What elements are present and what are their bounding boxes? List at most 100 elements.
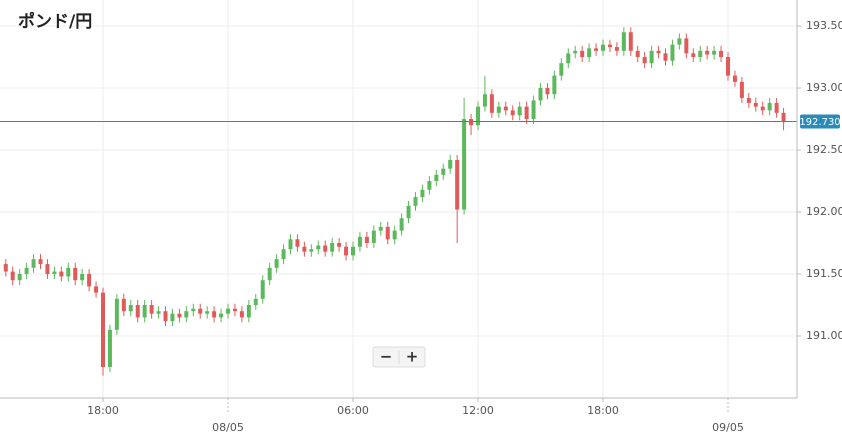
candle-body: [239, 311, 244, 318]
candle-body: [114, 298, 119, 330]
candle-body: [260, 280, 265, 299]
candle-body: [719, 50, 724, 58]
candle-body: [434, 174, 439, 182]
candle-body: [462, 119, 467, 210]
candle-body: [253, 298, 258, 306]
candle-body: [73, 267, 78, 281]
candle-body: [198, 308, 203, 314]
x-tick-label: 18:00: [87, 404, 119, 417]
candle-body: [746, 97, 751, 103]
candle-body: [107, 329, 112, 368]
candle-body: [753, 102, 758, 107]
candle-body: [406, 205, 411, 219]
candle-body: [684, 38, 689, 54]
candle-body: [288, 239, 293, 250]
candle-body: [66, 267, 71, 277]
zoom-out-button[interactable]: −: [380, 348, 393, 366]
x-tick-label: 18:00: [587, 404, 619, 417]
y-tick-label: 192.500: [806, 143, 842, 156]
candle-body: [649, 50, 654, 64]
candle-body: [413, 197, 418, 206]
candle-body: [309, 249, 314, 252]
candle-body: [524, 106, 529, 120]
x-tick-label: 08/05: [212, 421, 244, 434]
candle-body: [635, 50, 640, 58]
candle-body: [149, 305, 154, 314]
current-price-badge: [800, 114, 840, 129]
candle-body: [17, 274, 22, 281]
zoom-in-button[interactable]: +: [406, 348, 419, 366]
candle-body: [642, 57, 647, 64]
candle-body: [94, 286, 99, 293]
x-tick-label: 09/05: [712, 421, 744, 434]
candle-body: [281, 249, 286, 260]
candle-body: [344, 246, 349, 256]
candle-body: [191, 308, 196, 312]
candle-body: [295, 239, 300, 247]
candle-body: [726, 57, 730, 76]
candle-body: [705, 50, 710, 55]
candle-body: [226, 308, 230, 314]
x-tick-label: 06:00: [337, 404, 369, 417]
axes: 191.000 191.500 192.000 192.500 193.000 193.5…: [87, 19, 842, 434]
candle-body: [364, 236, 369, 244]
candle-body: [559, 63, 564, 76]
candle-body: [531, 100, 536, 120]
candle-body: [503, 106, 508, 111]
y-tick-label: 191.000: [806, 329, 842, 342]
chart-title: ポンド/円: [18, 11, 92, 32]
candle-body: [732, 75, 737, 82]
candle-body: [59, 271, 64, 277]
candle-body: [45, 264, 50, 275]
candle-body: [594, 48, 599, 51]
candle-body: [628, 32, 633, 51]
candle-body: [392, 230, 397, 240]
candle-body: [489, 94, 494, 113]
candle-body: [246, 305, 251, 318]
zoom-controls: − +: [372, 346, 426, 368]
candle-body: [142, 305, 147, 318]
candle-body: [232, 308, 237, 312]
candle-body: [38, 259, 43, 265]
candle-body: [739, 81, 744, 98]
candle-body: [267, 267, 272, 281]
candle-body: [330, 243, 335, 252]
candle-body: [80, 274, 85, 281]
candle-body: [712, 50, 717, 55]
current-price-label: 192.730: [799, 117, 840, 128]
candle-body: [469, 119, 474, 126]
candle-body: [656, 50, 661, 54]
candle-body: [601, 44, 605, 51]
candle-body: [614, 47, 619, 51]
candle-body: [476, 106, 480, 126]
candle-body: [677, 38, 682, 45]
candle-body: [128, 305, 133, 312]
candle-body: [177, 313, 182, 318]
candle-body: [566, 53, 571, 64]
candle-body: [663, 53, 668, 61]
candle-body: [163, 311, 168, 322]
candle-body: [587, 48, 592, 58]
candle-body: [378, 226, 383, 231]
candle-body: [670, 44, 675, 61]
x-tick-label: 12:00: [462, 404, 494, 417]
candle-body: [351, 246, 355, 256]
candle-body: [121, 298, 126, 312]
candle-body: [691, 53, 696, 58]
candle-body: [538, 88, 543, 101]
candle-body: [545, 88, 550, 95]
candle-body: [337, 243, 342, 247]
candle-body: [774, 102, 779, 113]
candle-body: [455, 159, 460, 210]
candle-body: [399, 218, 404, 231]
candle-body: [24, 267, 29, 275]
candle-body: [274, 259, 279, 268]
candle-body: [448, 159, 453, 169]
candle-body: [698, 50, 703, 58]
candle-body: [580, 50, 585, 58]
candle-body: [760, 106, 765, 111]
candle-body: [385, 226, 390, 240]
candle-body: [767, 102, 772, 111]
candle-body: [420, 189, 425, 198]
